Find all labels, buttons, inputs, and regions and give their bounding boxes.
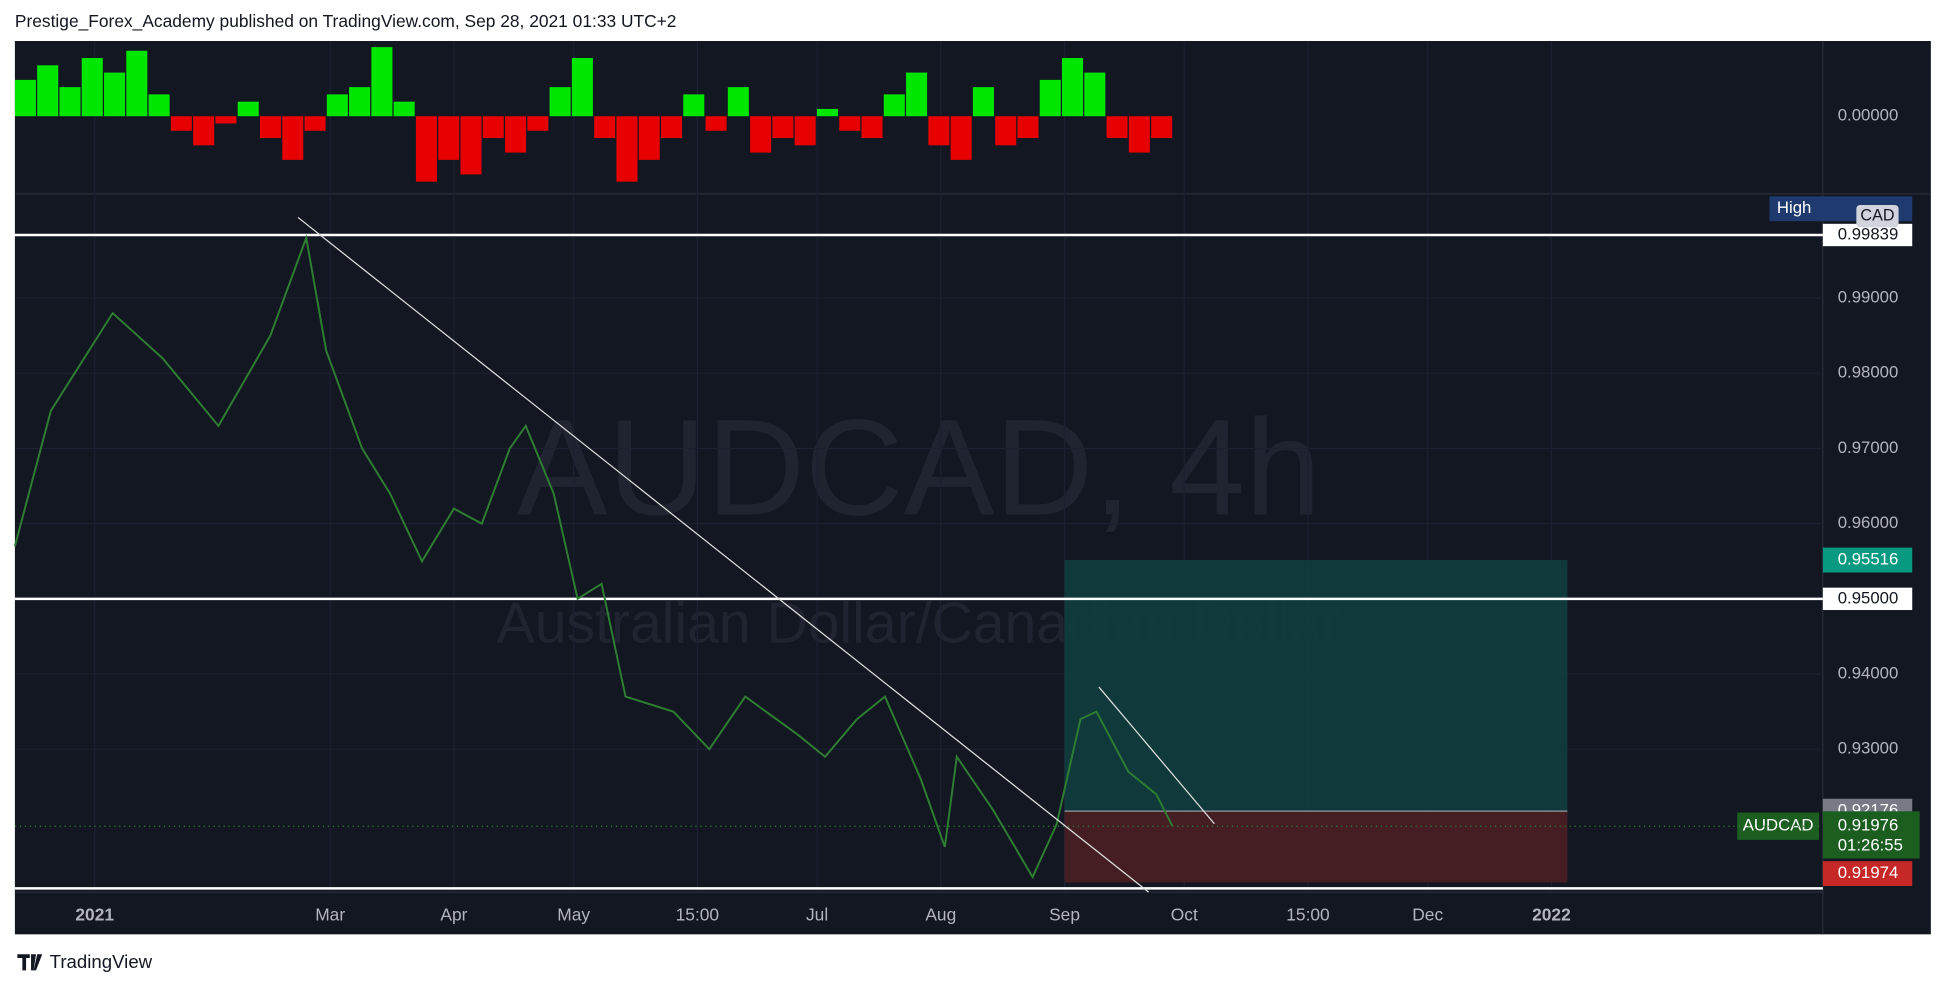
header: Prestige_Forex_Academy published on Trad… — [15, 11, 677, 31]
osc-bar — [59, 87, 81, 117]
x-tick-label: Dec — [1412, 904, 1443, 924]
osc-bar — [816, 108, 838, 117]
trend-line — [1098, 686, 1215, 825]
bid-tag — [1822, 861, 1913, 887]
logo — [17, 954, 43, 971]
osc-bar — [1017, 116, 1039, 139]
osc-bar — [861, 116, 883, 139]
osc-bar — [794, 116, 816, 146]
level-tag — [1822, 223, 1913, 247]
osc-bar — [81, 58, 103, 117]
x-tick-label: Jul — [806, 904, 828, 924]
osc-bar — [215, 116, 237, 124]
currency-tag — [1856, 205, 1899, 228]
osc-bar — [995, 116, 1017, 146]
osc-bar — [259, 116, 282, 139]
last-price-tag — [1822, 811, 1920, 859]
target-zone — [1064, 560, 1568, 812]
osc-bar — [104, 72, 126, 117]
symbol-label: AUDCAD — [1743, 816, 1814, 835]
y-tick-label: 0.99000 — [1838, 287, 1899, 306]
osc-bar — [638, 116, 660, 160]
osc-bar — [1151, 116, 1173, 139]
osc-bar — [1106, 116, 1128, 139]
osc-tick-label: 0.00000 — [1838, 106, 1899, 125]
osc-bar — [839, 116, 861, 131]
x-tick-label: Mar — [315, 904, 345, 924]
osc-bar — [660, 116, 683, 139]
high-label: High — [1777, 198, 1811, 217]
x-tick-label: Apr — [440, 904, 467, 924]
stop-zone — [1064, 811, 1568, 883]
price-tag-label: 0.95516 — [1838, 549, 1899, 568]
level-label: 0.99839 — [1838, 224, 1899, 243]
osc-bar — [126, 50, 148, 117]
watermark-symbol: AUDCAD, 4h — [517, 390, 1321, 543]
osc-bar — [148, 94, 170, 117]
x-tick-label: 2022 — [1532, 904, 1571, 924]
plot-layer: 2021 Mar Apr May 15:00 Jul Aug Sep Oct 15:00 Dec 20… — [13, 41, 1920, 924]
osc-bar — [594, 116, 616, 139]
osc-bar — [883, 94, 905, 117]
osc-bar — [326, 94, 348, 117]
osc-bar — [415, 116, 437, 182]
osc-bar — [14, 79, 36, 117]
osc-bar — [349, 87, 371, 117]
osc-bar — [237, 101, 259, 117]
osc-bar — [1062, 58, 1084, 117]
osc-bar — [616, 116, 638, 182]
level-tag — [1822, 587, 1913, 611]
level-label: 0.95000 — [1838, 588, 1899, 607]
osc-bar — [928, 116, 950, 146]
x-tick-label: 15:00 — [676, 904, 719, 924]
trend-line — [297, 216, 1149, 893]
x-tick-label: Aug — [925, 904, 956, 924]
osc-bar — [571, 58, 593, 117]
osc-bar — [282, 116, 304, 160]
y-tick-label: 0.93000 — [1838, 739, 1899, 758]
osc-bar — [906, 72, 928, 117]
chart-bg — [14, 41, 1931, 935]
osc-bar — [371, 47, 393, 117]
price-line — [13, 234, 1174, 880]
osc-bar — [505, 116, 527, 153]
osc-bar — [170, 116, 192, 131]
y-tick-label: 0.97000 — [1838, 438, 1899, 457]
osc-bar — [1084, 72, 1106, 117]
price-tag — [1822, 547, 1913, 573]
osc-bar — [772, 116, 794, 139]
osc-bar — [482, 116, 504, 139]
osc-bar — [705, 116, 727, 131]
y-tick-label: 0.98000 — [1838, 363, 1899, 382]
x-tick-label: May — [557, 904, 590, 924]
osc-bar — [1128, 116, 1150, 153]
osc-bar — [549, 87, 571, 117]
osc-bar — [750, 116, 772, 153]
x-tick-label: 15:00 — [1286, 904, 1329, 924]
bid-label: 0.91974 — [1838, 863, 1899, 882]
x-tick-label: Oct — [1171, 904, 1198, 924]
x-tick-label: Sep — [1049, 904, 1080, 924]
osc-bar — [683, 94, 705, 117]
osc-bar — [727, 87, 749, 117]
countdown: 01:26:55 — [1838, 836, 1903, 855]
y-tick-label: 0.96000 — [1838, 513, 1899, 532]
osc-bar — [527, 116, 549, 131]
osc-bar — [37, 65, 59, 117]
x-tick-label: 2021 — [75, 904, 114, 924]
last-price-label: 0.91976 — [1838, 816, 1899, 835]
osc-bar — [438, 116, 460, 160]
osc-bar — [193, 116, 215, 146]
y-tick-label: 0.94000 — [1838, 663, 1899, 682]
osc-bar — [950, 116, 972, 160]
osc-bar — [304, 116, 326, 131]
osc-bar — [972, 87, 994, 117]
currency-label: CAD — [1860, 206, 1894, 224]
osc-bar — [460, 116, 482, 175]
footer-brand: TradingView — [50, 951, 153, 972]
osc-bar — [1039, 79, 1061, 117]
osc-bar — [393, 101, 415, 117]
